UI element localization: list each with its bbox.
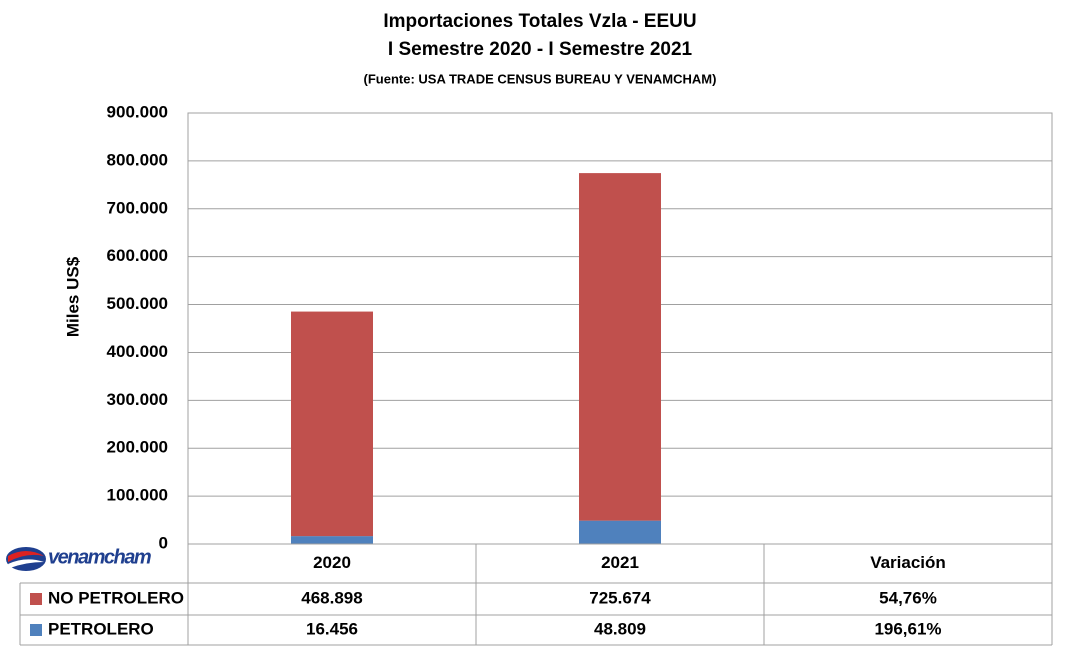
y-tick-label: 0 bbox=[159, 533, 168, 552]
y-tick-label: 700.000 bbox=[107, 198, 168, 217]
table-value: 468.898 bbox=[301, 588, 362, 607]
bar-segment bbox=[291, 536, 373, 544]
table-variation: 54,76% bbox=[879, 588, 937, 607]
legend-swatch bbox=[30, 593, 42, 605]
chart-subtitle: I Semestre 2020 - I Semestre 2021 bbox=[388, 39, 693, 60]
chart-title: Importaciones Totales Vzla - EEUU bbox=[383, 11, 696, 32]
y-tick-label: 600.000 bbox=[107, 246, 168, 265]
column-header: Variación bbox=[870, 553, 946, 572]
legend-label: PETROLERO bbox=[48, 619, 154, 638]
y-tick-label: 300.000 bbox=[107, 390, 168, 409]
y-tick-label: 400.000 bbox=[107, 342, 168, 361]
logo-icon bbox=[6, 547, 46, 571]
bar-segment bbox=[291, 311, 373, 537]
y-axis-label: Miles US$ bbox=[63, 256, 82, 337]
y-tick-label: 500.000 bbox=[107, 294, 168, 313]
column-header: 2020 bbox=[313, 553, 351, 572]
table-value: 16.456 bbox=[306, 619, 358, 638]
table-variation: 196,61% bbox=[874, 619, 941, 638]
table-value: 48.809 bbox=[594, 619, 646, 638]
bar-segment bbox=[579, 520, 661, 544]
chart-source: (Fuente: USA TRADE CENSUS BUREAU Y VENAM… bbox=[364, 71, 717, 86]
y-tick-label: 800.000 bbox=[107, 150, 168, 169]
y-tick-label: 200.000 bbox=[107, 438, 168, 457]
legend-swatch bbox=[30, 624, 42, 636]
logo-text: venamcham bbox=[48, 546, 151, 568]
y-tick-label: 100.000 bbox=[107, 486, 168, 505]
table-value: 725.674 bbox=[589, 588, 651, 607]
column-header: 2021 bbox=[601, 553, 639, 572]
bar-segment bbox=[579, 173, 661, 521]
y-tick-label: 900.000 bbox=[107, 102, 168, 121]
legend-label: NO PETROLERO bbox=[48, 588, 184, 607]
